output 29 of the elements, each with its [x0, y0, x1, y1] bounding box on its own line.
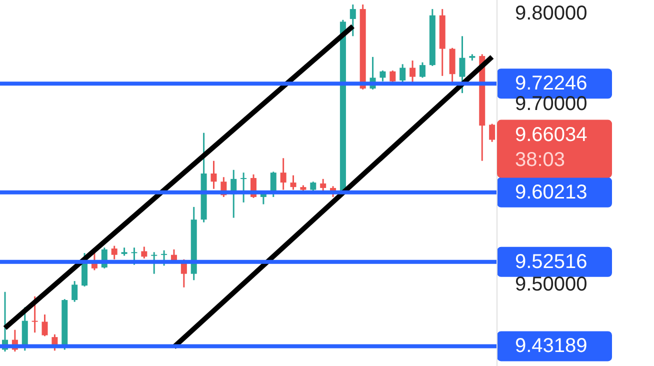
candlestick	[72, 280, 78, 303]
candlestick	[111, 245, 118, 260]
candlestick	[280, 157, 286, 191]
text: 9.66034	[515, 124, 588, 146]
ref-line-label: 9.60213	[515, 181, 588, 204]
candlestick	[290, 174, 296, 191]
ref-line-label: 9.72246	[515, 72, 588, 95]
candlestick	[400, 63, 406, 84]
candlestick	[131, 246, 138, 266]
candlestick	[32, 296, 38, 334]
y-tick-label: 9.50000	[515, 274, 588, 296]
candlestick	[151, 251, 158, 275]
candlestick	[210, 160, 217, 190]
candlestick	[489, 123, 496, 143]
text: 38:03	[515, 148, 566, 171]
candlestick	[350, 4, 356, 37]
candlestick	[141, 246, 148, 260]
candlestick	[459, 35, 466, 94]
candlestick	[161, 250, 168, 266]
candlestick	[240, 172, 247, 204]
ref-line-label: 9.52516	[515, 250, 588, 273]
candlestick	[42, 314, 48, 337]
candlestick	[380, 70, 386, 82]
candlestick	[320, 178, 326, 192]
candlestick	[419, 62, 426, 78]
candlestick	[310, 180, 316, 192]
y-tick-label: 9.70000	[515, 92, 588, 115]
ref-line-label: 9.43189	[515, 335, 588, 358]
y-tick-label: 9.80000	[515, 2, 588, 25]
